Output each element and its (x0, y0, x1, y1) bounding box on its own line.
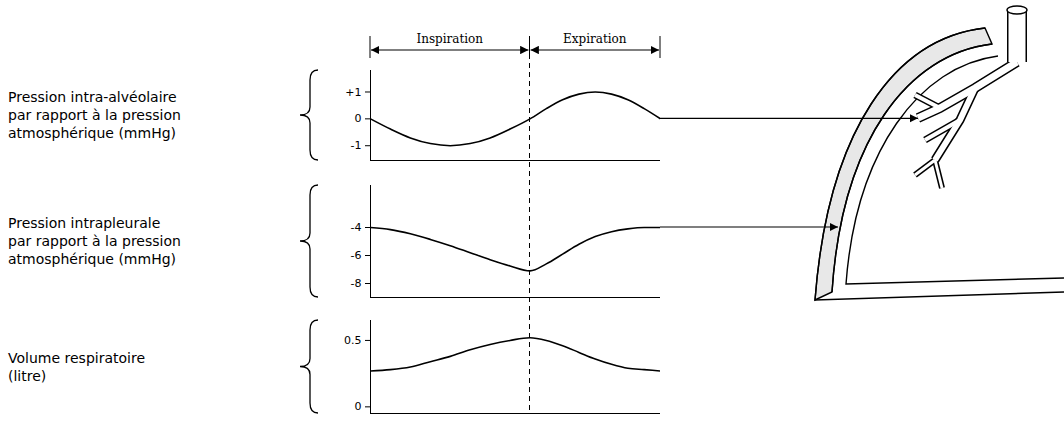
svg-text:Volume respiratoire(litre): Volume respiratoire(litre) (8, 350, 145, 384)
svg-text:-8: -8 (351, 277, 362, 290)
svg-text:Pression intra-alvéolairepar r: Pression intra-alvéolairepar rapport à l… (8, 89, 181, 141)
svg-text:-4: -4 (351, 221, 362, 234)
svg-text:-6: -6 (351, 249, 362, 262)
svg-text:Expiration: Expiration (563, 32, 627, 46)
svg-text:-1: -1 (351, 139, 362, 152)
svg-text:0: 0 (355, 400, 362, 413)
svg-text:0.5: 0.5 (344, 334, 362, 347)
svg-text:0: 0 (355, 112, 362, 125)
svg-text:Pression intrapleuralepar rapp: Pression intrapleuralepar rapport à la p… (8, 215, 181, 267)
svg-text:Inspiration: Inspiration (416, 32, 483, 46)
svg-text:+1: +1 (345, 86, 361, 99)
